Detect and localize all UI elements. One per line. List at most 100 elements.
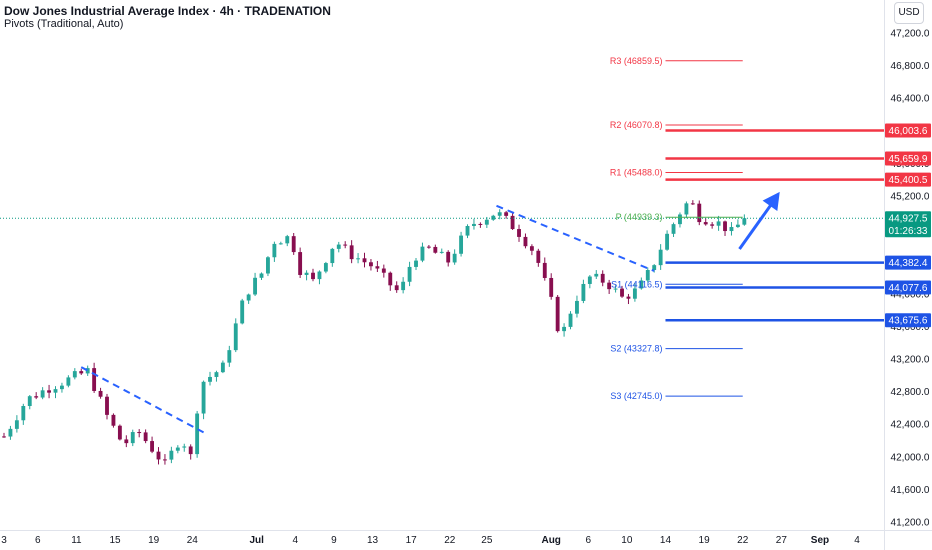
candle-body bbox=[414, 260, 418, 267]
candle-body bbox=[175, 447, 180, 451]
candle-body bbox=[233, 323, 238, 351]
candle-body bbox=[742, 218, 747, 225]
candle-body bbox=[388, 272, 393, 286]
candle-body bbox=[446, 251, 451, 263]
price-tick-label: 42,800.0 bbox=[891, 387, 930, 398]
candle-body bbox=[407, 266, 412, 282]
time-tick-label: 6 bbox=[35, 535, 41, 546]
candle-body bbox=[433, 246, 438, 253]
candle-body bbox=[716, 221, 721, 226]
pivot-label: S1 (44116.5) bbox=[611, 279, 662, 289]
candle-body bbox=[201, 381, 206, 414]
candle-body bbox=[581, 283, 586, 301]
candle-body bbox=[291, 236, 296, 253]
candle-body bbox=[587, 276, 592, 284]
time-tick-label: Sep bbox=[811, 535, 829, 546]
candle-body bbox=[555, 296, 560, 332]
candle-body bbox=[105, 396, 109, 415]
key-level-tag-label: 44,077.6 bbox=[889, 283, 928, 294]
candle-body bbox=[130, 432, 135, 444]
candle-body bbox=[703, 222, 708, 225]
price-axis[interactable] bbox=[884, 0, 932, 550]
candle-body bbox=[426, 246, 431, 248]
candle-body bbox=[401, 281, 406, 291]
candle-body bbox=[465, 225, 470, 236]
candle-body bbox=[47, 390, 51, 393]
time-axis-divider bbox=[0, 530, 932, 531]
key-level-tag-label: 43,675.6 bbox=[889, 316, 928, 327]
key-level-tag-label: 45,659.9 bbox=[889, 154, 928, 165]
candle-body bbox=[343, 244, 348, 246]
candle-body bbox=[111, 414, 116, 426]
candle-body bbox=[72, 371, 77, 378]
candle-body bbox=[529, 246, 534, 251]
price-tick-label: 41,200.0 bbox=[891, 518, 930, 529]
candle-body bbox=[117, 425, 122, 440]
candle-body bbox=[568, 313, 573, 327]
candle-body bbox=[607, 282, 612, 290]
candle-body bbox=[278, 243, 283, 245]
time-tick-label: 11 bbox=[71, 535, 82, 546]
time-tick-label: 25 bbox=[481, 535, 493, 546]
candle-body bbox=[349, 245, 354, 260]
candle-body bbox=[156, 451, 161, 460]
candle-body bbox=[523, 236, 528, 247]
candle-body bbox=[124, 439, 129, 444]
time-tick-label: 14 bbox=[660, 535, 672, 546]
candle-body bbox=[169, 450, 174, 460]
pivot-label: S2 (43327.8) bbox=[610, 344, 662, 354]
candle-body bbox=[678, 214, 682, 225]
candle-body bbox=[639, 280, 644, 289]
candle-body bbox=[542, 262, 547, 278]
candle-body bbox=[27, 396, 32, 407]
candle-body bbox=[311, 272, 315, 280]
price-tick-label: 47,200.0 bbox=[891, 29, 930, 40]
time-tick-label: 27 bbox=[776, 535, 788, 546]
candle-body bbox=[575, 300, 579, 314]
candle-body bbox=[14, 420, 19, 429]
time-tick-label: 15 bbox=[109, 535, 121, 546]
price-axis-divider bbox=[884, 0, 885, 550]
time-tick-label: 19 bbox=[699, 535, 711, 546]
trendline[interactable] bbox=[496, 204, 655, 272]
candle-body bbox=[336, 244, 341, 249]
time-tick-label: 3 bbox=[1, 535, 7, 546]
candle-body bbox=[304, 272, 309, 275]
candle-body bbox=[671, 224, 676, 234]
candle-body bbox=[182, 446, 187, 448]
forecast-arrow-head[interactable] bbox=[762, 191, 780, 212]
candle-body bbox=[259, 273, 264, 278]
time-tick-label: 9 bbox=[331, 535, 337, 546]
candle-body bbox=[420, 246, 425, 261]
candle-body bbox=[188, 446, 193, 455]
candle-body bbox=[246, 294, 251, 301]
candle-body bbox=[375, 266, 380, 269]
price-tick-label: 42,400.0 bbox=[891, 420, 930, 431]
trendline[interactable] bbox=[80, 366, 205, 434]
time-tick-label: 10 bbox=[621, 535, 633, 546]
candle-body bbox=[710, 224, 715, 226]
forecast-arrow-shaft[interactable] bbox=[738, 200, 775, 250]
candle-body bbox=[2, 436, 6, 438]
candle-body bbox=[478, 223, 483, 225]
pivot-label: S3 (42745.0) bbox=[610, 391, 662, 401]
currency-button[interactable]: USD bbox=[894, 2, 924, 24]
candle-body bbox=[66, 377, 71, 386]
time-tick-label: 22 bbox=[737, 535, 749, 546]
candle-body bbox=[658, 249, 663, 266]
candle-body bbox=[517, 229, 521, 237]
candle-body bbox=[214, 372, 219, 377]
key-level-tag bbox=[885, 172, 931, 187]
candle-body bbox=[34, 396, 39, 398]
candle-body bbox=[92, 368, 97, 391]
candle-body bbox=[491, 215, 496, 220]
key-level-tag bbox=[885, 280, 931, 295]
price-tick-label: 46,400.0 bbox=[891, 94, 930, 105]
time-tick-label: 4 bbox=[293, 535, 299, 546]
candle-body bbox=[21, 406, 26, 421]
candle-body bbox=[723, 221, 727, 232]
candle-body bbox=[98, 390, 103, 397]
indicator-label[interactable]: Pivots (Traditional, Auto) bbox=[4, 18, 124, 30]
time-tick-label: 6 bbox=[585, 535, 591, 546]
